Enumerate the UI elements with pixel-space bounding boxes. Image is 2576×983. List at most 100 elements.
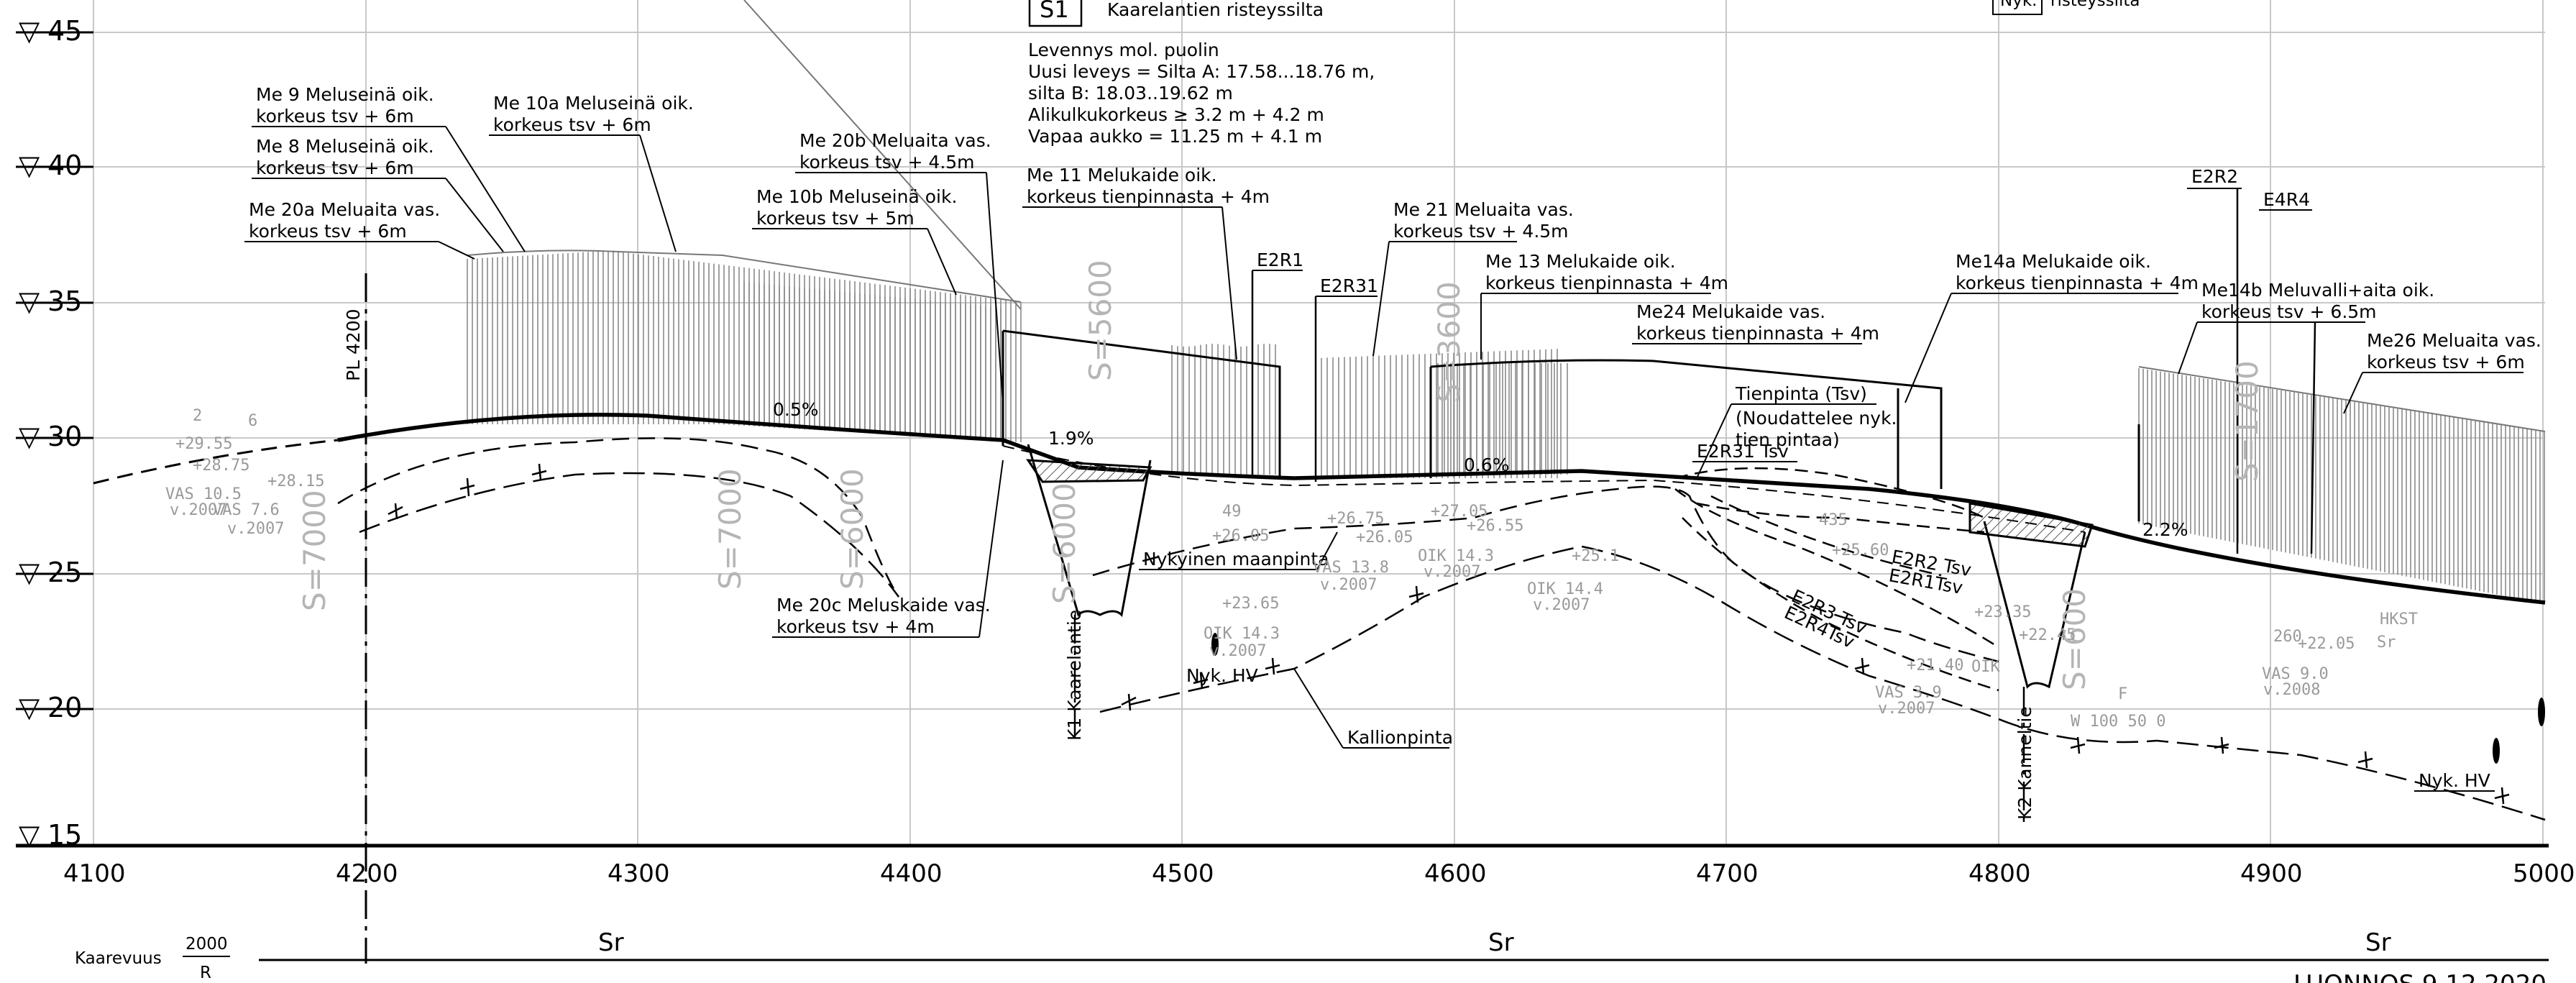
- gray-labels: S=7000 S=7000 S=6000 S=6000 S=5600 S=360…: [165, 260, 2418, 731]
- noise-walls: [467, 250, 2545, 604]
- svg-text:v.2008: v.2008: [2263, 681, 2320, 699]
- x-axis-ticks: 4100 4200 4300 4400 4500 4600 4700 4800 …: [63, 859, 2575, 888]
- svg-text:+28.75: +28.75: [193, 457, 249, 475]
- svg-text:+29.55: +29.55: [175, 435, 232, 453]
- x-tick-label: 4700: [1696, 859, 1759, 888]
- slope-label-2: 1.9%: [1048, 428, 1094, 449]
- svg-text:▽: ▽: [19, 285, 40, 317]
- level-triangle: ▽: [19, 15, 40, 47]
- wall-outlines: [467, 0, 2546, 521]
- bridge-s1-name: Kaarelantien risteyssilta: [1107, 0, 1324, 20]
- svg-text:v.2007: v.2007: [170, 501, 226, 519]
- svg-text:Me 9 Meluseinä oik.: Me 9 Meluseinä oik.: [256, 84, 434, 105]
- svg-text:korkeus tsv + 4m: korkeus tsv + 4m: [776, 616, 935, 637]
- note-me9: Me 9 Meluseinä oik. korkeus tsv + 6m: [252, 84, 526, 252]
- svg-text:49: 49: [1222, 503, 1242, 521]
- svg-text:OIK 14.3: OIK 14.3: [1204, 625, 1280, 643]
- svg-text:VAS 10.5: VAS 10.5: [165, 485, 242, 503]
- svg-text:Me 10b Meluseinä oik.: Me 10b Meluseinä oik.: [756, 186, 957, 207]
- svg-text:v.2007: v.2007: [1533, 596, 1590, 614]
- note-e2r1: E2R1: [1251, 250, 1303, 475]
- svg-text:+26.05: +26.05: [1212, 527, 1269, 545]
- curvature-sr: Sr: [1488, 928, 1514, 957]
- svg-text:korkeus tsv + 4.5m: korkeus tsv + 4.5m: [1393, 221, 1569, 242]
- svg-text:S=600: S=600: [2057, 588, 2092, 690]
- svg-text:VAS 7.6: VAS 7.6: [213, 501, 280, 519]
- bedrock-line: [359, 472, 2546, 821]
- svg-text:E2R2: E2R2: [2191, 166, 2238, 187]
- level-20: ▽ 20: [16, 692, 93, 723]
- note-k1: K1 Kaarelantie: [1064, 610, 1085, 741]
- svg-text:S=5600: S=5600: [1083, 260, 1118, 381]
- svg-text:korkeus tsv + 6m: korkeus tsv + 6m: [249, 221, 407, 242]
- svg-text:+23.65: +23.65: [1222, 595, 1279, 613]
- note-e2r31: E2R31: [1314, 275, 1378, 482]
- curvature-label: Kaarevuus: [75, 949, 162, 968]
- svg-text:Me 20c Meluskaide vas.: Me 20c Meluskaide vas.: [776, 595, 991, 616]
- note-me26: Me26 Meluaita vas.korkeus tsv + 6m: [2343, 330, 2541, 414]
- svg-text:▽: ▽: [19, 150, 40, 181]
- bridge-s1-tag: S1 Kaarelantien risteyssilta: [1028, 0, 1324, 27]
- road-surface-line-2: [1002, 445, 2086, 533]
- svg-text:+26.55: +26.55: [1467, 517, 1523, 535]
- svg-text:OIK 14.4: OIK 14.4: [1527, 580, 1603, 598]
- note-nyk-hv-2: Nyk. HV: [2414, 698, 2545, 792]
- level-labels: ▽ 45 ▽ 40 ▽ 35 ▽ 30 ▽ 25 ▽ 20 ▽ 15: [16, 15, 93, 851]
- svg-text:Me 20a Meluaita vas.: Me 20a Meluaita vas.: [249, 199, 440, 220]
- svg-text:E2R31: E2R31: [1320, 275, 1378, 296]
- widening-notes: Levennys mol. puolin Uusi leveys = Silta…: [1028, 40, 1375, 147]
- svg-text:Sr: Sr: [2377, 634, 2396, 651]
- level-label: 35: [47, 285, 82, 317]
- svg-text:S=6000: S=6000: [835, 468, 870, 590]
- curvature-sr: Sr: [2365, 928, 2391, 957]
- draft-stamp: LUONNOS 9.12.2020: [2293, 970, 2547, 983]
- curvature-numerator: 2000: [185, 935, 228, 954]
- svg-text:F: F: [2118, 685, 2127, 703]
- svg-text:S=3600: S=3600: [1431, 281, 1467, 403]
- svg-text:korkeus tienpinnasta + 4m: korkeus tienpinnasta + 4m: [1636, 323, 1879, 344]
- svg-text:W 100 50 0: W 100 50 0: [2071, 713, 2165, 731]
- svg-text:S=7000: S=7000: [712, 468, 748, 590]
- svg-text:Me 11 Melukaide oik.: Me 11 Melukaide oik.: [1027, 165, 1217, 186]
- level-label: 20: [47, 692, 82, 723]
- bridge-s2-tag: Nyk. risteyssilta: [1992, 0, 2140, 15]
- x-tick-label: 4500: [1152, 859, 1214, 888]
- svg-text:Me 13 Melukaide oik.: Me 13 Melukaide oik.: [1485, 251, 1676, 272]
- note-me11: Me 11 Melukaide oik.korkeus tienpinnasta…: [1022, 165, 1270, 360]
- svg-text:korkeus tienpinnasta + 4m: korkeus tienpinnasta + 4m: [1485, 273, 1728, 293]
- svg-text:Levennys mol. puolin: Levennys mol. puolin: [1028, 40, 1219, 60]
- note-me24: Me24 Melukaide vas.korkeus tienpinnasta …: [1632, 301, 1879, 344]
- svg-text:+22.05: +22.05: [2298, 635, 2355, 653]
- footer: Kaarevuus 2000 R Sr Sr Sr LUONNOS 9.12.2…: [75, 928, 2549, 983]
- svg-text:+25.1: +25.1: [1572, 547, 1619, 565]
- svg-text:Kallionpinta: Kallionpinta: [1347, 727, 1453, 748]
- note-e4r4: E4R4: [2259, 189, 2312, 211]
- svg-text:+21.40: +21.40: [1907, 657, 1963, 675]
- svg-text:VAS 9.0: VAS 9.0: [2262, 665, 2329, 683]
- slope-label-3: 0.6%: [1464, 454, 1510, 475]
- svg-text:korkeus tienpinnasta + 4m: korkeus tienpinnasta + 4m: [1956, 273, 2199, 293]
- svg-text:korkeus tsv + 6m: korkeus tsv + 6m: [493, 114, 651, 135]
- svg-text:+23.35: +23.35: [1974, 603, 2031, 621]
- x-tick-label: 4400: [880, 859, 943, 888]
- svg-text:v.2007: v.2007: [227, 520, 284, 538]
- svg-text:Nykyinen maanpinta: Nykyinen maanpinta: [1143, 549, 1329, 570]
- x-tick-label: 4100: [63, 859, 126, 888]
- note-k2: K2 Kanneltie: [2014, 706, 2035, 820]
- svg-text:Alikulkukorkeus ≥ 3.2 m + 4.2: Alikulkukorkeus ≥ 3.2 m + 4.2 m: [1028, 104, 1324, 125]
- level-30: ▽ 30: [16, 421, 93, 452]
- curvature-denominator: R: [200, 964, 211, 982]
- note-me8: Me 8 Meluseinä oik. korkeus tsv + 6m: [252, 136, 504, 252]
- annotations: Me 9 Meluseinä oik. korkeus tsv + 6m Me 8…: [244, 84, 2545, 820]
- svg-text:Me24 Melukaide vas.: Me24 Melukaide vas.: [1636, 301, 1825, 322]
- svg-text:Me 8 Meluseinä oik.: Me 8 Meluseinä oik.: [256, 136, 434, 157]
- svg-text:v.2007: v.2007: [1424, 563, 1480, 581]
- x-tick-label: 4900: [2240, 859, 2303, 888]
- svg-text:+22.45: +22.45: [2019, 626, 2076, 644]
- svg-text:tien pintaa): tien pintaa): [1736, 429, 1840, 450]
- svg-text:▽: ▽: [19, 421, 40, 452]
- note-e2r2: E2R2: [2187, 166, 2242, 554]
- note-me20c: Me 20c Meluskaide vas.korkeus tsv + 4m: [772, 460, 1004, 638]
- note-me20b: Me 20b Meluaita vas.korkeus tsv + 4.5m: [795, 130, 1004, 403]
